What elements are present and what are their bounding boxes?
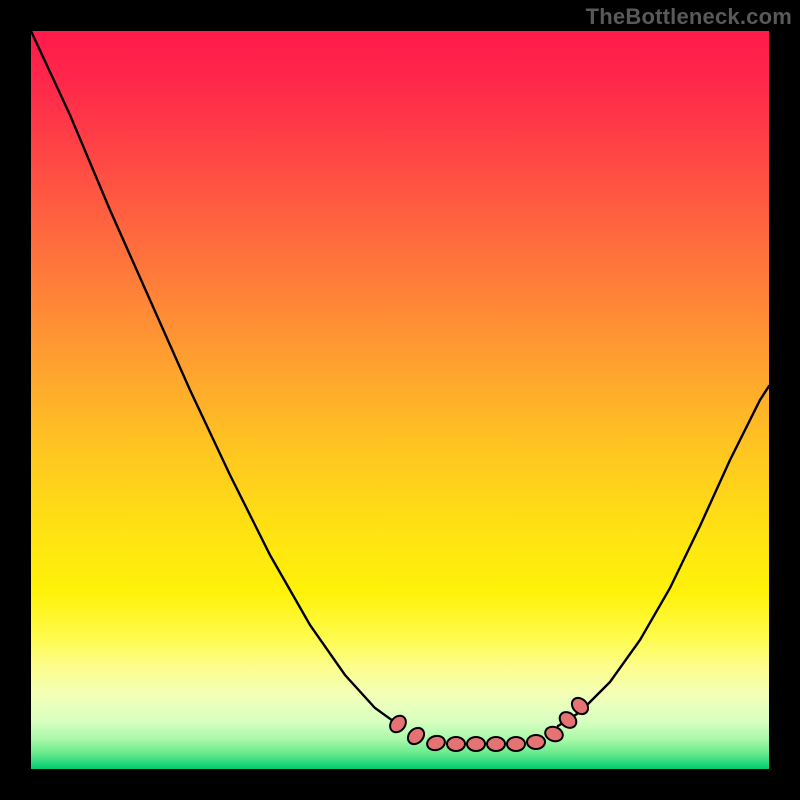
valley-marker — [447, 737, 465, 751]
valley-marker — [527, 735, 545, 749]
chart-container: TheBottleneck.com — [0, 0, 800, 800]
valley-marker — [507, 737, 525, 751]
watermark-text: TheBottleneck.com — [586, 4, 792, 30]
valley-marker — [487, 737, 505, 751]
valley-marker — [467, 737, 485, 751]
bottleneck-chart — [0, 0, 800, 800]
gradient-background — [31, 31, 769, 769]
